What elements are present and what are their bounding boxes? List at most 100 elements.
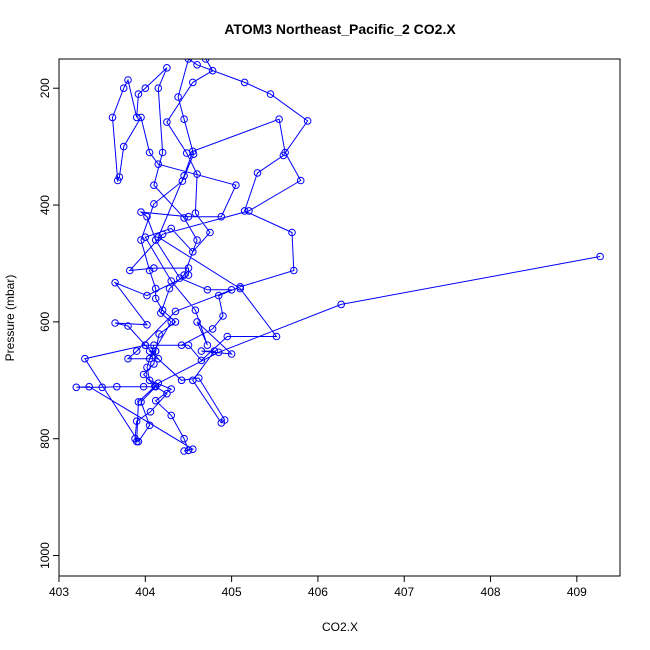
data-point <box>167 224 175 233</box>
data-point <box>145 421 154 430</box>
data-point <box>171 307 180 316</box>
data-point <box>132 113 141 122</box>
data-point <box>115 173 124 181</box>
data-point <box>266 90 275 98</box>
data-point <box>155 330 163 338</box>
data-point <box>145 148 154 157</box>
data-point <box>191 306 200 315</box>
data-point <box>184 271 193 279</box>
plot-frame <box>58 58 621 577</box>
data-point <box>157 309 165 317</box>
data-point <box>141 341 150 350</box>
data-point <box>193 170 201 178</box>
data-point <box>240 78 249 87</box>
data-point <box>158 230 167 239</box>
data-point <box>193 61 201 69</box>
data-point <box>134 90 143 98</box>
data-point <box>132 347 141 355</box>
chart-title: ATOM3 Northeast_Pacific_2 CO2.X <box>224 21 456 37</box>
data-point <box>253 169 262 177</box>
data-point <box>143 291 151 300</box>
data-point <box>134 398 143 406</box>
data-point <box>151 347 160 355</box>
data-point <box>596 252 604 261</box>
y-tick-label: 400 <box>38 195 52 215</box>
data-point <box>303 117 312 125</box>
data-point <box>189 248 197 256</box>
data-point <box>137 398 145 406</box>
data-point <box>174 93 182 101</box>
x-tick-label: 407 <box>394 585 414 599</box>
data-point <box>143 321 151 329</box>
data-point <box>98 383 106 392</box>
y-tick-label: 800 <box>38 428 52 448</box>
data-point <box>150 200 158 208</box>
data-point <box>154 160 163 168</box>
data-point <box>150 360 158 368</box>
data-point <box>146 408 155 416</box>
data-point <box>151 382 160 391</box>
data-point <box>151 396 160 405</box>
x-tick-label: 405 <box>222 585 242 599</box>
data-point <box>180 271 188 279</box>
data-point <box>124 354 132 363</box>
data-point <box>171 318 180 326</box>
data-point <box>167 277 175 285</box>
data-point <box>197 347 206 355</box>
data-point <box>177 376 186 385</box>
data-point <box>151 236 160 244</box>
series-group <box>72 59 604 455</box>
data-point <box>134 437 143 446</box>
x-tick-label: 404 <box>135 585 155 599</box>
data-point <box>165 284 174 293</box>
data-point <box>219 312 227 320</box>
data-point <box>126 266 134 275</box>
series-line <box>76 59 601 452</box>
data-point <box>197 356 206 365</box>
data-point <box>206 228 214 237</box>
data-point <box>151 294 160 303</box>
data-point <box>210 347 219 355</box>
data-point <box>223 332 232 341</box>
data-point <box>208 66 217 75</box>
data-point <box>167 385 175 393</box>
y-tick-label: 200 <box>38 78 52 98</box>
data-point <box>139 382 148 391</box>
data-point <box>193 236 201 244</box>
data-point <box>203 341 212 350</box>
data-point <box>72 383 81 392</box>
data-point <box>119 142 128 151</box>
data-point <box>191 209 200 217</box>
data-point <box>245 207 253 215</box>
data-point <box>143 363 151 372</box>
data-point <box>203 286 212 294</box>
data-point <box>290 266 298 275</box>
data-point <box>288 228 296 237</box>
data-point <box>275 115 283 123</box>
data-point <box>124 76 132 84</box>
x-tick-label: 408 <box>481 585 501 599</box>
data-point <box>180 172 188 180</box>
data-point <box>124 322 132 330</box>
data-point <box>113 382 121 391</box>
y-tick-label: 1000 <box>38 542 52 569</box>
data-point <box>193 318 201 326</box>
data-point <box>240 207 249 215</box>
data-point <box>163 118 171 126</box>
data-point <box>132 417 141 426</box>
data-point <box>145 266 154 275</box>
data-point <box>108 113 117 122</box>
data-point <box>163 64 171 72</box>
data-point <box>141 233 150 241</box>
data-point <box>272 332 281 341</box>
data-point <box>150 264 158 272</box>
data-point <box>217 212 226 221</box>
data-point <box>182 149 191 157</box>
data-point <box>143 212 151 221</box>
data-point <box>184 212 193 221</box>
y-axis: 200 400 600 800 1000 <box>38 78 60 569</box>
data-point <box>337 300 346 309</box>
data-point <box>145 354 154 363</box>
data-point <box>154 84 163 92</box>
data-point <box>236 284 244 293</box>
